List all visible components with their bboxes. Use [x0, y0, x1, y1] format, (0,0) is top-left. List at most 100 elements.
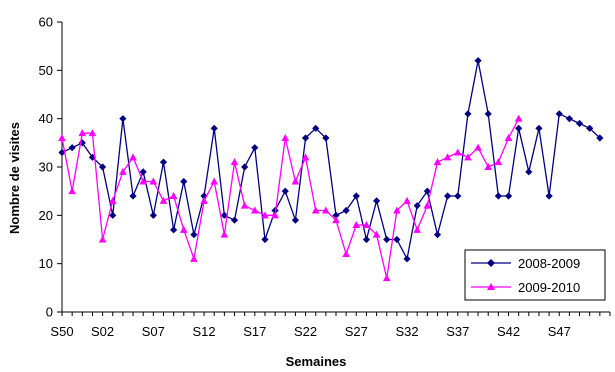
- x-tick-label: S12: [193, 324, 216, 339]
- data-point-2009-2010: [352, 221, 361, 228]
- data-point-2009-2010: [443, 153, 452, 161]
- data-point-2009-2010: [301, 153, 310, 161]
- data-point-2008-2009: [98, 163, 107, 171]
- data-point-2009-2010: [139, 177, 147, 185]
- x-tick-label: S37: [446, 324, 469, 339]
- data-point-2009-2010: [514, 114, 523, 122]
- data-point-2008-2009: [403, 255, 411, 263]
- legend-label-2009-2010: 2009-2010: [518, 280, 580, 295]
- y-tick-label: 50: [39, 63, 53, 78]
- data-point-2008-2009: [159, 158, 168, 166]
- y-axis-ticks: 0 10 20 30 40 50 60: [39, 15, 62, 320]
- data-point-2008-2009: [484, 110, 492, 118]
- data-point-2008-2009: [291, 216, 300, 224]
- data-point-2008-2009: [139, 168, 147, 176]
- data-point-2008-2009: [362, 235, 371, 244]
- data-point-2009-2010: [179, 225, 188, 233]
- data-point-2009-2010: [240, 201, 249, 209]
- data-point-2008-2009: [241, 163, 249, 171]
- data-point-2008-2009: [129, 192, 137, 200]
- data-point-2008-2009: [423, 187, 431, 195]
- data-point-2009-2010: [108, 196, 117, 204]
- x-axis-title: Semaines: [286, 354, 347, 369]
- data-point-2009-2010: [433, 158, 442, 166]
- data-point-2008-2009: [525, 168, 533, 176]
- data-point-2008-2009: [586, 124, 594, 132]
- x-tick-label: S22: [294, 324, 317, 339]
- data-point-2009-2010: [413, 225, 421, 233]
- x-tick-label: S02: [91, 324, 114, 339]
- data-point-2008-2009: [575, 119, 584, 128]
- data-point-2008-2009: [301, 134, 310, 142]
- data-point-2009-2010: [362, 221, 371, 228]
- data-point-2008-2009: [413, 202, 421, 210]
- data-point-2009-2010: [200, 196, 208, 204]
- x-tick-label: S47: [548, 324, 571, 339]
- data-point-2008-2009: [109, 211, 117, 219]
- data-point-2008-2009: [372, 197, 381, 205]
- data-point-2009-2010: [78, 129, 87, 137]
- y-tick-label: 10: [39, 256, 53, 271]
- data-point-2009-2010: [322, 206, 330, 214]
- data-point-2008-2009: [230, 216, 239, 224]
- data-point-2009-2010: [190, 254, 198, 262]
- x-tick-label: S07: [142, 324, 165, 339]
- data-point-2008-2009: [119, 115, 127, 123]
- data-point-2009-2010: [484, 163, 493, 170]
- data-point-2008-2009: [494, 192, 502, 200]
- data-point-2009-2010: [58, 134, 66, 141]
- series-2008-2009: [58, 57, 604, 263]
- data-point-2009-2010: [169, 192, 178, 199]
- data-point-2008-2009: [474, 57, 482, 65]
- legend-label-2008-2009: 2008-2009: [518, 256, 580, 271]
- data-point-2009-2010: [98, 235, 107, 243]
- data-point-2009-2010: [453, 148, 462, 156]
- data-point-2009-2010: [342, 250, 350, 257]
- data-point-2009-2010: [210, 177, 219, 185]
- x-tick-label: S17: [243, 324, 266, 339]
- data-point-2009-2010: [464, 153, 472, 161]
- data-point-2008-2009: [393, 235, 401, 244]
- data-point-2008-2009: [444, 192, 452, 200]
- data-point-2009-2010: [504, 134, 513, 141]
- x-axis-ticks: S50 S02 S07 S12 S17 S22 S27 S32 S37 S42 S47: [50, 312, 611, 339]
- data-point-2009-2010: [129, 153, 137, 161]
- y-axis-title: Nombre de visites: [7, 122, 22, 234]
- data-point-2009-2010: [393, 206, 401, 214]
- data-point-2008-2009: [68, 144, 76, 152]
- data-point-2008-2009: [261, 235, 269, 244]
- data-point-2009-2010: [119, 167, 127, 175]
- data-point-2008-2009: [281, 187, 289, 195]
- data-point-2009-2010: [382, 274, 391, 282]
- y-tick-label: 0: [46, 305, 53, 320]
- data-point-2008-2009: [464, 110, 472, 118]
- axes: [61, 22, 610, 313]
- data-point-2008-2009: [383, 235, 391, 244]
- data-point-2008-2009: [352, 192, 360, 200]
- legend-marker-2009-2010: [487, 283, 495, 290]
- data-point-2008-2009: [454, 192, 462, 200]
- data-point-2008-2009: [170, 226, 178, 234]
- data-point-2008-2009: [332, 211, 340, 219]
- data-point-2008-2009: [555, 110, 563, 118]
- data-point-2008-2009: [251, 144, 259, 152]
- x-tick-label: S50: [50, 324, 73, 339]
- data-point-2008-2009: [149, 211, 157, 219]
- data-point-2009-2010: [332, 216, 340, 224]
- data-point-2009-2010: [149, 177, 158, 185]
- y-tick-label: 30: [39, 160, 53, 175]
- data-point-2008-2009: [342, 206, 350, 215]
- data-point-2009-2010: [88, 129, 97, 137]
- data-point-2009-2010: [271, 211, 279, 219]
- data-point-2009-2010: [494, 158, 503, 166]
- y-tick-label: 40: [39, 111, 53, 126]
- data-point-2008-2009: [210, 124, 218, 132]
- data-point-2009-2010: [372, 230, 381, 238]
- data-point-2009-2010: [230, 158, 239, 166]
- series-layer: [58, 57, 604, 282]
- data-point-2009-2010: [251, 206, 259, 214]
- y-tick-label: 20: [39, 208, 53, 223]
- y-tick-label: 60: [39, 15, 53, 30]
- data-point-2008-2009: [322, 134, 330, 142]
